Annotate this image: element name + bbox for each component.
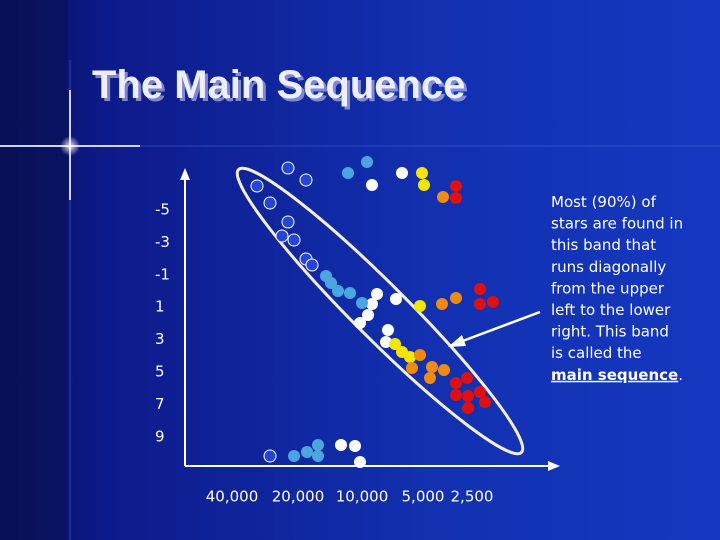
star-dot xyxy=(436,298,448,310)
star-dot xyxy=(342,167,354,179)
y-labels: -5 -3 -1 1 3 5 7 9 xyxy=(155,201,170,446)
star-dot xyxy=(406,362,418,374)
y-label: 7 xyxy=(155,395,165,413)
star-dot xyxy=(487,296,499,308)
annotation-line: runs diagonally xyxy=(551,258,666,276)
star-dot xyxy=(301,446,313,458)
annotation-line: from the upper xyxy=(551,279,665,297)
y-label: 5 xyxy=(155,363,165,381)
x-label: 20,000 xyxy=(272,488,325,506)
star-dot xyxy=(250,179,264,193)
star-dot xyxy=(263,449,277,463)
star-dot xyxy=(404,351,416,363)
star-dot xyxy=(356,297,368,309)
y-label: 3 xyxy=(155,330,165,348)
pointer-arrow xyxy=(459,310,541,344)
left-band xyxy=(0,0,68,540)
star-dot xyxy=(450,180,462,192)
annotation-line: right. This band xyxy=(551,323,669,341)
emphasis: main sequence xyxy=(551,366,678,384)
star-dot xyxy=(344,287,356,299)
star-dot xyxy=(462,390,474,402)
star-dot xyxy=(281,161,295,175)
star-dot xyxy=(371,288,383,300)
star-dot xyxy=(474,283,486,295)
axis-arrow xyxy=(180,168,190,180)
title: The Main Sequence xyxy=(92,63,465,107)
star-dot xyxy=(462,402,474,414)
star-dot xyxy=(281,215,295,229)
star-dot xyxy=(380,336,392,348)
star-dot xyxy=(325,277,337,289)
x-label: 5,000 xyxy=(402,488,445,506)
star-dot xyxy=(474,298,486,310)
star-dot xyxy=(366,179,378,191)
star-dot xyxy=(414,349,426,361)
star-glow xyxy=(60,136,80,156)
star-dot xyxy=(349,440,361,452)
x-labels: 40,000 20,000 10,000 5,000 2,500 xyxy=(206,488,494,506)
annotation-line: stars are found in xyxy=(551,215,683,233)
star-dot xyxy=(416,167,428,179)
pointer-arrowhead xyxy=(448,335,466,347)
x-label: 40,000 xyxy=(206,488,259,506)
stars xyxy=(250,156,499,468)
star-dot xyxy=(332,285,344,297)
star-dot xyxy=(390,293,402,305)
star-dot xyxy=(424,372,436,384)
star-dot xyxy=(312,450,324,462)
star-dot xyxy=(450,192,462,204)
y-label: -1 xyxy=(155,265,170,283)
star-dot xyxy=(450,292,462,304)
axis-arrow xyxy=(548,461,560,471)
title-shadow: The Main Sequence xyxy=(95,66,468,110)
annotation: Most (90%) of stars are found in this band… xyxy=(551,193,683,384)
annotation-line: this band that xyxy=(551,236,656,254)
star-dot xyxy=(382,324,394,336)
star-dot xyxy=(354,317,366,329)
star-dot xyxy=(450,377,462,389)
star-dot xyxy=(479,396,491,408)
star-dot xyxy=(450,389,462,401)
star-dot xyxy=(437,191,449,203)
star-dot xyxy=(396,167,408,179)
star-dot xyxy=(389,338,401,350)
x-label: 10,000 xyxy=(336,488,389,506)
star-dot xyxy=(287,233,301,247)
annotation-end: . xyxy=(678,366,683,384)
star-dot xyxy=(299,173,313,187)
y-label: 9 xyxy=(155,427,165,445)
star-dot xyxy=(312,439,324,451)
annotation-line: is called the xyxy=(551,344,642,362)
annotation-line: Most (90%) of xyxy=(551,193,657,211)
annotation-line: left to the lower xyxy=(551,301,671,319)
star-dot xyxy=(414,300,426,312)
star-dot xyxy=(335,439,347,451)
star-dot xyxy=(438,364,450,376)
y-label: 1 xyxy=(155,298,165,316)
main-sequence-band xyxy=(235,166,525,456)
x-label: 2,500 xyxy=(451,488,494,506)
star-dot xyxy=(461,372,473,384)
star-dot xyxy=(426,361,438,373)
star-dot xyxy=(361,156,373,168)
star-dot xyxy=(418,179,430,191)
annotation-line: main sequence. xyxy=(551,366,683,384)
star-dot xyxy=(474,386,486,398)
star-dot xyxy=(288,450,300,462)
star-dot xyxy=(366,298,378,310)
y-label: -3 xyxy=(155,233,170,251)
star-dot xyxy=(305,258,319,272)
star-dot xyxy=(275,229,289,243)
star-dot xyxy=(362,309,374,321)
y-label: -5 xyxy=(155,201,170,219)
star-dot xyxy=(354,456,366,468)
star-dot xyxy=(263,196,277,210)
